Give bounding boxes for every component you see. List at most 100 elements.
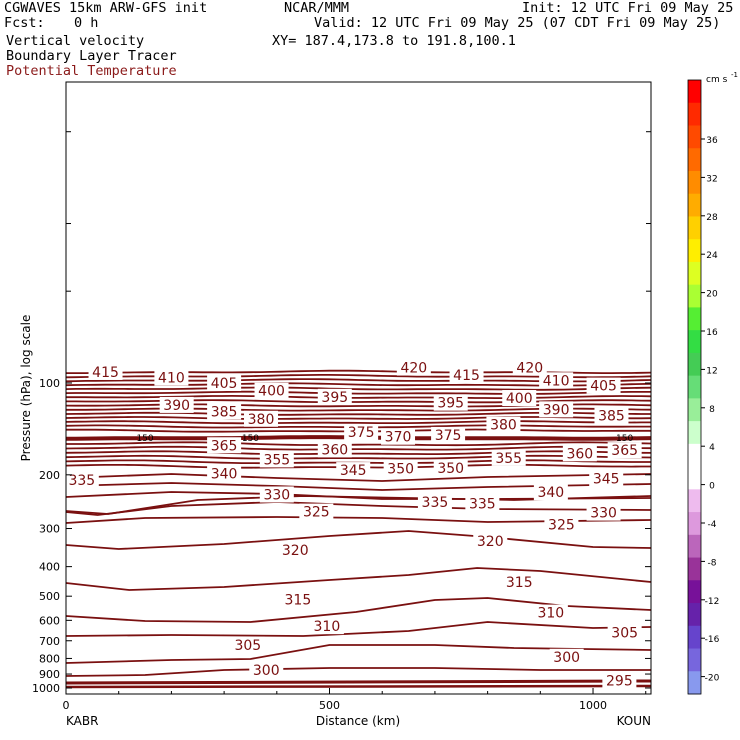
theta-contour-line xyxy=(65,386,652,391)
contour-label: 360 xyxy=(566,446,593,462)
colorbar-tick-label: 28 xyxy=(706,213,718,223)
colorbar-swatch xyxy=(688,284,701,308)
colorbar-swatch xyxy=(688,170,701,195)
contour-label: 335 xyxy=(68,473,95,489)
plot-frame xyxy=(65,81,652,695)
field-label-potential-temperature: Potential Temperature xyxy=(6,63,177,79)
contour-label: 385 xyxy=(598,409,625,425)
contour-label-bg xyxy=(607,442,642,459)
contour-label: 300 xyxy=(553,650,580,666)
contour-label: 390 xyxy=(543,402,570,418)
y-tick-label: 700 xyxy=(39,635,60,648)
fcst-value: 0 h xyxy=(74,15,99,31)
theta-contour-line xyxy=(65,420,651,425)
y-tick-label: 100 xyxy=(39,377,60,390)
contour-label-bg xyxy=(259,486,294,503)
contour-label: 325 xyxy=(303,505,330,521)
contour-label: 335 xyxy=(422,495,449,511)
contour-label: 365 xyxy=(211,438,238,454)
contour-label: 315 xyxy=(506,575,533,591)
tropopause-value-label: 150 xyxy=(242,434,259,444)
contour-label: 360 xyxy=(321,442,348,458)
contour-label: 410 xyxy=(158,371,185,387)
contour-label: 375 xyxy=(435,428,462,444)
colorbar-swatch xyxy=(688,648,701,672)
contour-label-bg xyxy=(431,426,466,443)
contour-label-bg xyxy=(336,462,371,479)
contour-label-bg xyxy=(473,533,508,550)
x-tick-label: 0 xyxy=(63,699,70,712)
y-tick-label: 400 xyxy=(39,561,60,574)
theta-contour-line xyxy=(65,621,652,637)
colorbar-swatch xyxy=(688,102,701,126)
colorbar-swatch xyxy=(688,125,701,149)
header: CGWAVES 15km ARW-GFS init NCAR/MMM Init:… xyxy=(0,0,740,82)
contour-label: 370 xyxy=(385,430,412,446)
colorbar-swatch xyxy=(688,512,701,536)
fcst-label: Fcst: xyxy=(4,15,45,31)
org-label: NCAR/MMM xyxy=(284,0,350,16)
contour-label-bg xyxy=(244,410,278,427)
contour-label: 340 xyxy=(537,485,564,501)
contour-label: 310 xyxy=(314,619,341,635)
contour-label: 310 xyxy=(537,606,564,622)
contour-label: 385 xyxy=(211,404,238,420)
contour-label-bg xyxy=(607,624,642,641)
contour-label: 390 xyxy=(163,398,190,414)
colorbar-swatch xyxy=(688,261,701,286)
theta-contour-line xyxy=(66,395,652,399)
contour-label-bg xyxy=(259,451,294,468)
colorbar-swatch xyxy=(688,330,701,354)
colorbar-swatch xyxy=(688,625,701,650)
contour-label-bg xyxy=(549,648,584,665)
colorbar-tick-label: 20 xyxy=(706,290,718,300)
contour-label-bg xyxy=(207,465,242,482)
contour-label-bg xyxy=(433,460,468,477)
endpoint-label-end: KOUN xyxy=(617,714,651,728)
colorbar-swatch xyxy=(688,557,701,581)
theta-contour-line xyxy=(65,445,652,451)
contour-label: 415 xyxy=(92,365,119,381)
colorbar-swatch xyxy=(688,443,701,468)
colorbar-swatch xyxy=(688,603,701,627)
contour-label: 345 xyxy=(340,463,367,479)
contour-label-bg xyxy=(491,449,526,466)
contour-label-bg xyxy=(309,618,344,635)
contour-label: 380 xyxy=(490,418,517,434)
contour-label-bg xyxy=(502,574,537,591)
model-title: CGWAVES 15km ARW-GFS init xyxy=(4,0,208,16)
colorbar-swatch xyxy=(688,398,701,422)
contour-label-bg xyxy=(317,388,352,405)
field-label-boundary-layer: Boundary Layer Tracer xyxy=(6,48,177,64)
colorbar-tick-label: 16 xyxy=(706,328,718,338)
contour-label: 400 xyxy=(506,391,533,407)
contour-label: 355 xyxy=(495,451,522,467)
colorbar-unit-exponent: -1 xyxy=(731,71,738,79)
y-tick-label: 200 xyxy=(39,469,60,482)
contour-label: 410 xyxy=(543,373,570,389)
colorbar-swatch xyxy=(688,216,701,240)
contour-label: 405 xyxy=(211,376,238,392)
contour-label-bg xyxy=(533,484,568,501)
colorbar-swatch xyxy=(688,489,701,513)
colorbar-swatch xyxy=(688,80,701,104)
contour-label-bg xyxy=(602,672,637,689)
contour-label-bg xyxy=(88,363,123,380)
contour-label: 320 xyxy=(282,543,309,559)
contour-label-bg xyxy=(502,390,537,407)
contour-label: 395 xyxy=(437,396,464,412)
contour-label-bg xyxy=(586,504,621,521)
x-tick-label: 1000 xyxy=(579,699,607,712)
cross-section-coords: XY= 187.4,173.8 to 191.8,100.1 xyxy=(272,33,516,49)
contour-label-bg xyxy=(544,516,579,533)
colorbar-swatch xyxy=(688,239,701,263)
colorbar-tick-label: 12 xyxy=(706,366,717,376)
contour-label-bg xyxy=(207,403,242,420)
x-tick-label: 500 xyxy=(319,699,340,712)
colorbar-tick-label: -8 xyxy=(708,558,717,568)
colorbar-swatch xyxy=(688,307,701,331)
colorbar-swatch xyxy=(688,534,701,559)
contour-label: 315 xyxy=(285,592,312,608)
contour-label: 375 xyxy=(348,425,375,441)
